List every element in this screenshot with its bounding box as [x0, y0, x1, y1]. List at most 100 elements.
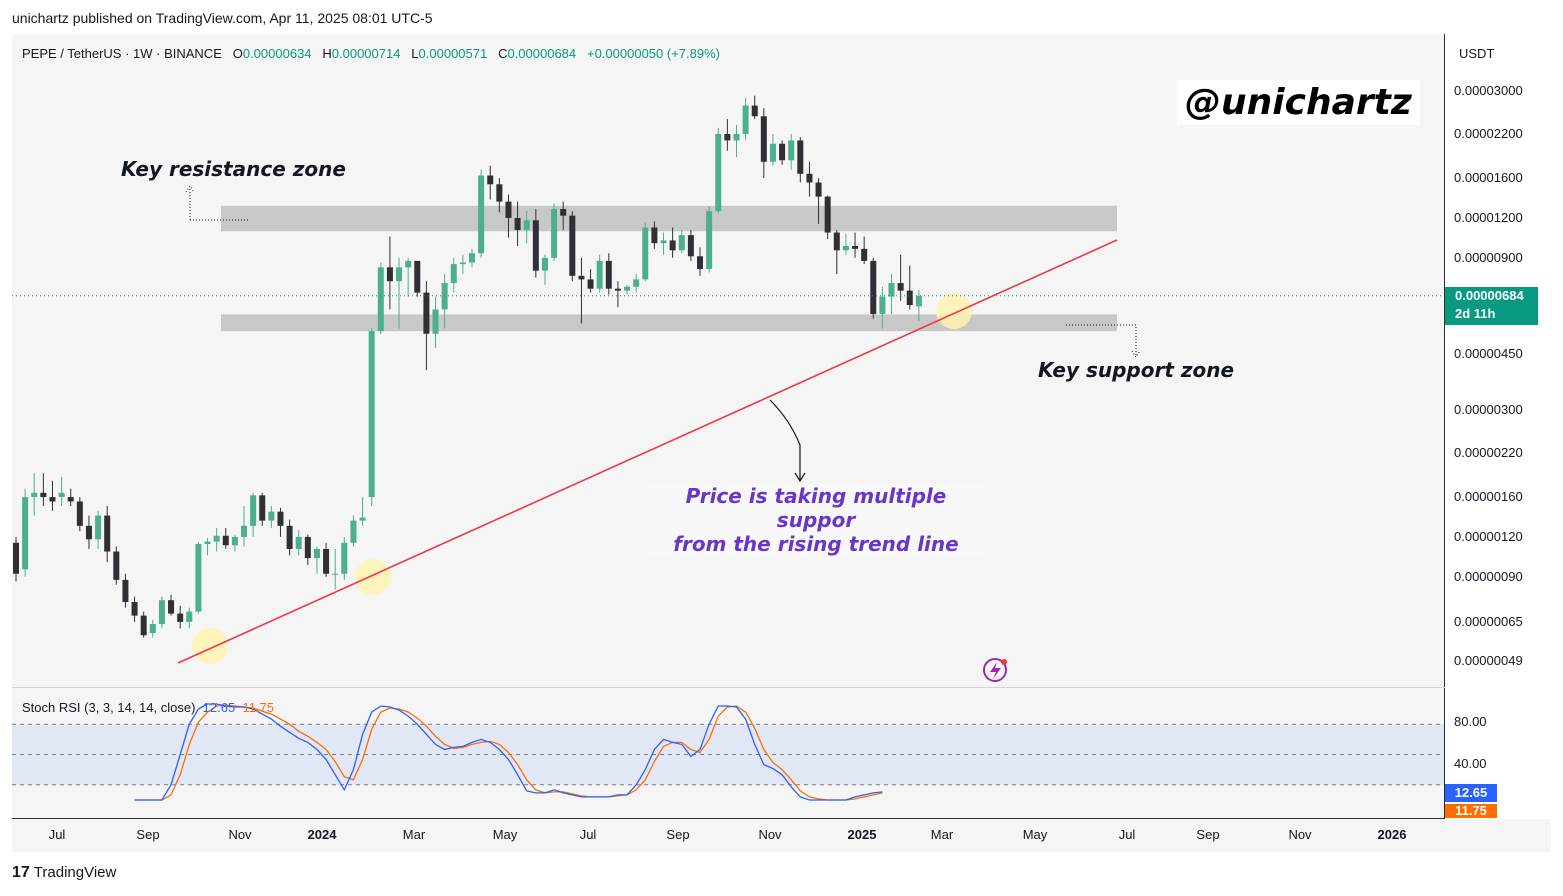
alert-icon — [983, 658, 1007, 682]
resistance-pointer — [185, 185, 250, 221]
touch-highlight — [355, 559, 391, 595]
resistance-label: Key resistance zone — [121, 157, 346, 181]
candle-body — [268, 511, 275, 521]
candle-body — [487, 175, 494, 185]
candle-body — [514, 217, 521, 230]
candle-body — [797, 140, 804, 174]
time-tick: Nov — [228, 827, 252, 842]
high-label: H — [322, 46, 332, 61]
stoch-k-line — [134, 703, 883, 801]
candle-body — [149, 624, 156, 633]
candle-body — [660, 240, 667, 244]
symbol-legend: PEPE / TetherUS · 1W · BINANCE O0.000006… — [22, 46, 720, 61]
price-tick: 0.00000049 — [1454, 653, 1523, 668]
price-tick: 0.00001200 — [1454, 209, 1523, 225]
tv-logo-icon: 17 — [12, 864, 30, 881]
rising-trend-line — [177, 239, 1118, 664]
candle-body — [541, 257, 548, 271]
high-value: 0.00000714 — [331, 46, 401, 61]
candle-body — [697, 256, 703, 270]
rsi-tick-80: 80.00 — [1454, 714, 1487, 729]
candle-body — [824, 196, 831, 233]
notification-dot — [1001, 659, 1007, 665]
candle-body — [250, 495, 257, 526]
candle-body — [58, 492, 65, 498]
candle-body — [195, 544, 202, 612]
tradingview-footer[interactable]: 17 TradingView — [12, 864, 116, 882]
time-tick: Nov — [758, 827, 782, 842]
candle-body — [213, 535, 220, 542]
candle-body — [915, 295, 922, 307]
candle-body — [614, 288, 621, 291]
touch-highlight — [936, 293, 972, 329]
open-label: O — [232, 46, 243, 61]
bar-countdown: 2d 11h — [1455, 306, 1496, 321]
candle-body — [31, 492, 38, 498]
time-tick: Jul — [579, 827, 597, 842]
candle-body — [651, 227, 658, 244]
rsi-tick-40: 40.00 — [1454, 756, 1487, 771]
price-tick: 0.00001600 — [1454, 170, 1523, 186]
pane-separator[interactable] — [12, 687, 1445, 688]
price-axis[interactable] — [1444, 34, 1552, 819]
candle-body — [459, 262, 466, 265]
touch-highlight — [192, 628, 228, 664]
candle-body — [359, 517, 366, 521]
candle-body — [742, 105, 749, 134]
price-tick: 0.00000120 — [1454, 528, 1523, 544]
candles-layer — [13, 95, 922, 638]
price-tick: 0.00000450 — [1454, 345, 1523, 361]
candle-body — [788, 140, 795, 161]
stoch-rsi-band — [12, 723, 1444, 786]
price-tick: 0.00000300 — [1454, 401, 1523, 417]
candle-body — [450, 264, 457, 284]
candle-body — [678, 235, 685, 251]
candle-body — [40, 492, 47, 498]
candle-body — [405, 260, 412, 268]
candle-body — [113, 551, 120, 580]
support-zone — [221, 314, 1117, 332]
support-label: Key support zone — [1038, 358, 1235, 382]
zones-layer — [192, 205, 1117, 664]
brand-name: TradingView — [33, 864, 117, 881]
time-axis-line — [12, 818, 1445, 819]
drawings-layer — [12, 185, 1444, 682]
candle-body — [122, 579, 129, 603]
candle-body — [341, 542, 348, 574]
candle-body — [569, 215, 576, 276]
candle-body — [295, 536, 302, 549]
time-tick: Mar — [402, 827, 426, 842]
candle-body — [13, 542, 19, 574]
candle-body — [815, 182, 822, 197]
trend-annotation-line-2: from the rising trend line — [673, 532, 959, 556]
time-tick: May — [492, 827, 518, 842]
candle-body — [377, 267, 384, 332]
low-value: 0.00000571 — [418, 46, 488, 61]
last-price: 0.00000684 — [1455, 288, 1524, 303]
candle-body — [760, 116, 767, 162]
candle-body — [259, 495, 266, 521]
stoch-rsi-legend: Stoch RSI (3, 3, 14, 14, close) 12.65 11… — [22, 700, 274, 715]
candle-body — [769, 143, 776, 162]
time-tick: Sep — [136, 827, 160, 842]
candle-body — [861, 248, 868, 261]
currency-label[interactable]: USDT — [1459, 46, 1495, 61]
candle-body — [286, 525, 293, 549]
candle-body — [386, 267, 393, 282]
open-value: 0.00000634 — [242, 46, 312, 61]
stoch-rsi-label: Stoch RSI (3, 3, 14, 14, close) — [22, 700, 196, 715]
support-pointer — [1066, 324, 1141, 358]
candle-body — [897, 283, 904, 291]
time-tick: Nov — [1288, 827, 1312, 842]
stoch-d-value: 11.75 — [242, 700, 275, 715]
candle-body — [22, 497, 29, 570]
candle-body — [505, 201, 512, 218]
candle-body — [687, 235, 694, 257]
price-tick: 0.00000090 — [1454, 568, 1523, 584]
candle-body — [551, 208, 558, 258]
candle-body — [332, 573, 339, 575]
candle-body — [95, 515, 102, 540]
candle-body — [231, 536, 238, 546]
resistance-zone — [221, 205, 1117, 232]
